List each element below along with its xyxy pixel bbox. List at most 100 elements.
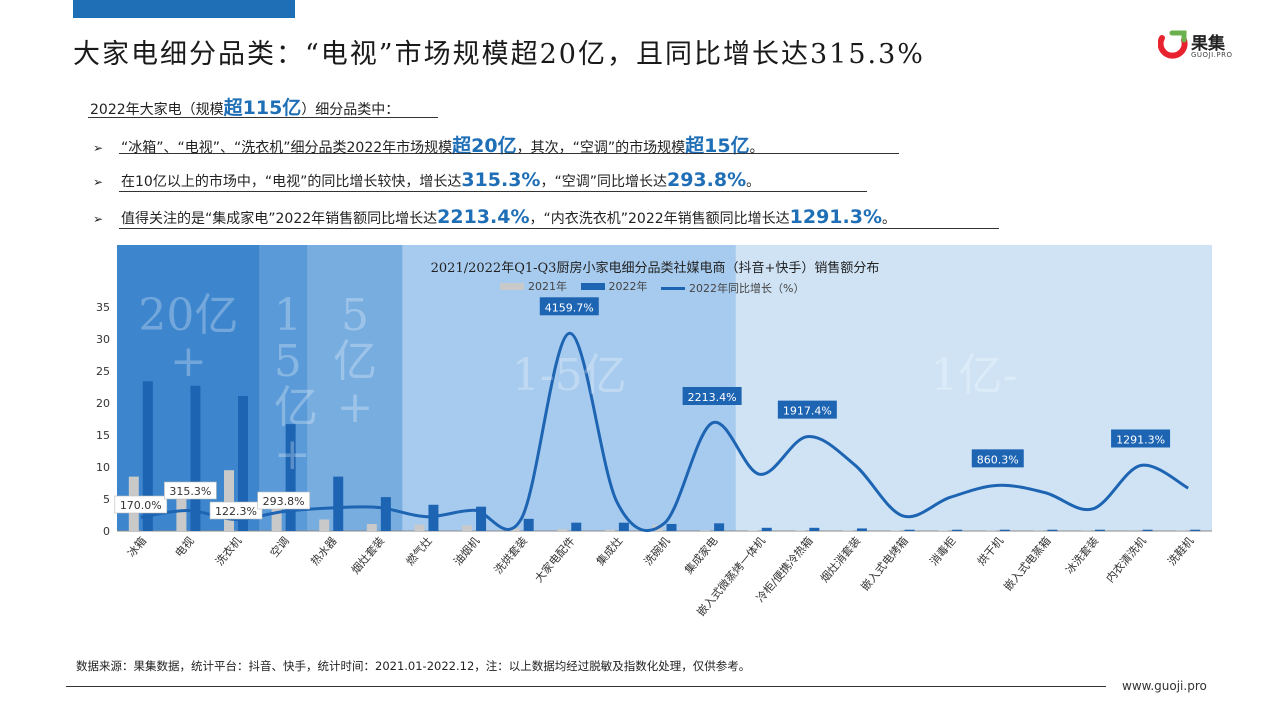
y-tick-label: 35 <box>96 301 110 314</box>
growth-label: 122.3% <box>215 505 257 518</box>
x-tick-label: 嵌入式电蒸箱 <box>1001 534 1054 594</box>
intro-line: 2022年大家电（规模超115亿）细分品类中： <box>90 93 399 120</box>
bullet-highlight: 315.3% <box>461 169 541 191</box>
x-tick-label: 集成灶 <box>593 534 625 568</box>
growth-label-box <box>164 481 217 500</box>
growth-label: 1291.3% <box>1116 433 1165 446</box>
chart-canvas: 0 5 10 15 20 25 30 35 冰箱 电视 洗衣机 空调 热水器 烟灶套装 燃气灶 油烟机 洗烘套装… <box>96 245 1212 619</box>
growth-label-box <box>682 386 742 405</box>
growth-label-box <box>539 297 599 316</box>
growth-line <box>140 331 1189 533</box>
intro-pre: 2022年大家电（规模 <box>90 102 224 118</box>
bar-2022 <box>1094 529 1105 531</box>
bullet-arrow-icon: ➢ <box>93 175 104 189</box>
bar-2021 <box>224 470 235 531</box>
x-tick-label: 烟灶消套装 <box>817 534 863 585</box>
tier-band <box>307 245 403 531</box>
x-tick-label: 冰洗套装 <box>1063 535 1101 577</box>
y-tick-label: 5 <box>103 493 110 506</box>
x-tick-label: 烘干机 <box>974 534 1006 568</box>
bar-2022 <box>999 529 1010 531</box>
bullet-text: ，其次，“空调”的市场规模 <box>516 140 686 156</box>
bar-2021 <box>747 530 758 531</box>
bullet-highlight: 超15亿 <box>685 135 750 157</box>
brand-logo: 果集 GUOJI.PRO <box>1158 28 1248 64</box>
y-tick-label: 15 <box>96 429 110 442</box>
legend-growth: 2022年同比增长（%） <box>661 280 804 296</box>
bar-2022 <box>238 395 249 531</box>
intro-post: ）细分品类中： <box>301 102 400 118</box>
bar-2022 <box>1142 529 1153 531</box>
guoji-logo-icon <box>1158 30 1188 59</box>
bar-2022 <box>904 529 915 531</box>
bar-2022 <box>618 522 629 531</box>
bar-2022 <box>952 529 963 531</box>
bar-2022 <box>380 497 391 531</box>
bullet-text: 在10亿以上的市场中，“电视”的同比增长较快，增长达 <box>121 174 462 190</box>
growth-label: 2213.4% <box>688 391 737 404</box>
bar-2022 <box>714 523 725 531</box>
bar-2022 <box>476 506 487 531</box>
growth-label: 315.3% <box>169 485 211 498</box>
bar-2021 <box>414 524 425 531</box>
x-tick-label: 内衣清洗机 <box>1103 534 1149 585</box>
bullet-1: ➢ “冰箱”、“电视”、“洗衣机”细分品类2022年市场规模超20亿，其次，“空调… <box>93 131 764 158</box>
bullet-underline <box>119 191 867 192</box>
bullet-underline <box>119 228 999 229</box>
bar-2021 <box>842 530 853 531</box>
x-tick-label: 燃气灶 <box>403 534 435 568</box>
x-tick-label: 电视 <box>172 534 197 560</box>
top-accent-bar <box>73 0 295 18</box>
bullet-2: ➢ 在10亿以上的市场中，“电视”的同比增长较快，增长达315.3%，“空调”同比… <box>93 169 760 191</box>
legend-2021: 2021年 <box>500 278 567 294</box>
growth-label-box <box>1111 429 1171 448</box>
x-tick-label: 消毒柜 <box>927 534 959 568</box>
growth-label-box <box>114 495 168 514</box>
chart-legend: 2021年 2022年 2022年同比增长（%） <box>500 278 814 296</box>
bar-2021 <box>938 530 949 531</box>
bar-2022 <box>333 476 344 531</box>
bar-2021 <box>319 519 330 531</box>
bar-2022 <box>666 523 677 531</box>
logo-sub: GUOJI.PRO <box>1191 51 1233 59</box>
bar-2022 <box>571 522 582 531</box>
bar-2022 <box>142 381 153 531</box>
growth-label-box <box>777 400 837 419</box>
bar-2022 <box>1047 529 1058 531</box>
x-tick-label: 洗衣机 <box>212 534 244 568</box>
x-tick-label: 嵌入式电烤箱 <box>858 534 911 594</box>
sales-chart: 0 5 10 15 20 25 30 35 冰箱 电视 洗衣机 空调 热水器 烟灶套装 燃气灶 油烟机 洗烘套装… <box>90 245 1220 640</box>
growth-label: 1917.4% <box>783 405 832 418</box>
tier-band <box>735 245 1212 531</box>
bullet-text: 。 <box>746 174 761 190</box>
bar-2022 <box>523 518 534 531</box>
bar-2021 <box>890 530 901 531</box>
bar-2021 <box>795 530 806 531</box>
page-title: 大家电细分品类：“电视”市场规模超20亿，且同比增长达315.3% <box>73 39 925 70</box>
x-tick-label: 洗烘套装 <box>491 534 530 577</box>
growth-label: 170.0% <box>120 499 162 512</box>
bullet-highlight: 超20亿 <box>452 135 517 157</box>
intro-highlight: 超115亿 <box>223 97 302 119</box>
bar-2021 <box>462 525 473 531</box>
bullet-text: “冰箱”、“电视”、“洗衣机”细分品类2022年市场规模 <box>121 140 453 156</box>
bar-2021 <box>509 528 520 531</box>
site-url: www.guoji.pro <box>1122 679 1207 693</box>
tier-band <box>259 245 308 531</box>
bullet-text: 。 <box>749 140 764 156</box>
bullet-arrow-icon: ➢ <box>93 141 104 155</box>
x-tick-label: 热水器 <box>308 535 339 569</box>
growth-label-box <box>209 501 263 520</box>
bullet-text: 。 <box>882 211 896 227</box>
growth-label: 4159.7% <box>545 301 594 314</box>
tier-band <box>402 245 736 531</box>
logo-name: 果集 <box>1191 34 1225 54</box>
bullet-3: ➢ 值得关注的是“集成家电”2022年销售额同比增长达2213.4%，“内衣洗衣机… <box>93 206 896 228</box>
bullet-highlight: 293.8% <box>666 169 747 191</box>
x-tick-label: 冰箱 <box>124 534 149 560</box>
y-tick-label: 20 <box>96 397 110 410</box>
bar-2022 <box>809 527 820 531</box>
chart-title: 2021/2022年Q1-Q3厨房小家电细分品类社媒电商（抖音+快手）销售额分布 <box>430 261 880 276</box>
y-tick-label: 30 <box>96 333 110 346</box>
x-tick-label: 大家电配件 <box>532 534 578 585</box>
